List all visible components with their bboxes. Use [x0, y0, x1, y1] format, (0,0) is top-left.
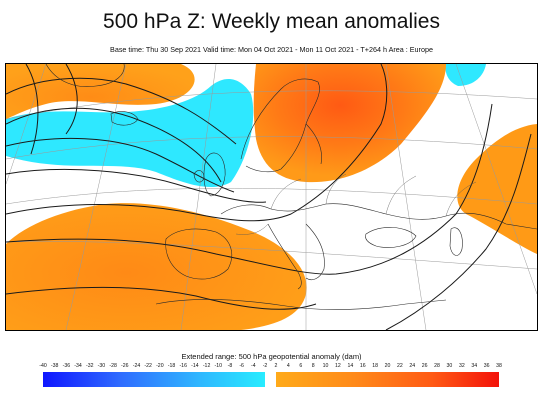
legend-label: -6: [239, 363, 244, 369]
legend-label: -40: [39, 363, 47, 369]
legend-label: 8: [311, 363, 315, 369]
legend-label: 12: [335, 363, 341, 369]
positive-anomaly-scandinavia: [253, 64, 446, 183]
lat-lon-grid: [6, 64, 537, 330]
legend-label: -14: [191, 363, 199, 369]
legend-label: 32: [458, 363, 465, 369]
legend-label: -36: [62, 363, 71, 369]
legend-label: -24: [132, 363, 141, 369]
positive-anomaly-northwest: [6, 64, 195, 119]
legend-label: 22: [396, 363, 403, 369]
positive-anomaly-russia: [457, 124, 537, 254]
positive-anomaly-iberia: [6, 203, 307, 330]
legend-label: 24: [409, 363, 416, 369]
legend-label: -30: [97, 363, 106, 369]
legend-label: 28: [434, 363, 440, 369]
legend-label: -38: [50, 363, 59, 369]
legend-label: -4: [251, 363, 256, 369]
negative-anomaly-atlantic: [6, 79, 254, 188]
chart-title: 500 hPa Z: Weekly mean anomalies: [103, 10, 440, 33]
anomaly-fills: [6, 64, 537, 330]
legend-label: -34: [74, 363, 82, 369]
legend-label: -26: [121, 363, 129, 369]
legend-label: 4: [286, 363, 290, 369]
legend-label: 34: [471, 363, 478, 369]
legend-label: -28: [109, 363, 117, 369]
legend-title: Extended range: 500 hPa geopotential ano…: [181, 352, 362, 361]
legend-label: -8: [227, 363, 233, 369]
legend-label: -10: [214, 363, 223, 369]
legend-tick-labels: -40 -38 -36 -34 -32 -30 -28 -26 -24 -22 -20 -18 -16-…: [0, 363, 543, 371]
legend-label: 30: [446, 363, 453, 369]
map-svg: [6, 64, 537, 330]
anomaly-map: [5, 63, 538, 331]
legend-label: 38: [496, 363, 502, 369]
legend-label: 10: [322, 363, 329, 369]
legend-label: 14: [347, 363, 354, 369]
legend-label: 36: [483, 363, 490, 369]
legend-label: -16: [179, 363, 187, 369]
legend-label: -20: [156, 363, 164, 369]
legend-label: -32: [85, 363, 94, 369]
chart-subtitle: Base time: Thu 30 Sep 2021 Valid time: M…: [110, 45, 433, 54]
legend-label: -22: [144, 363, 152, 369]
geopotential-contours: [6, 64, 532, 330]
legend-label: 16: [359, 363, 366, 369]
coastlines: [45, 64, 537, 310]
legend-label: -12: [202, 363, 211, 369]
legend-positive-colorbar: [276, 372, 499, 387]
negative-anomaly-arctic: [445, 64, 486, 86]
legend-label: 18: [372, 363, 378, 369]
legend-label: -2: [262, 363, 268, 369]
legend-label: 2: [274, 363, 278, 369]
legend-label: 6: [299, 363, 303, 369]
legend-label: 26: [421, 363, 428, 369]
legend-label: 20: [384, 363, 391, 369]
legend-label: -18: [167, 363, 176, 369]
legend-negative-colorbar: [43, 372, 265, 387]
